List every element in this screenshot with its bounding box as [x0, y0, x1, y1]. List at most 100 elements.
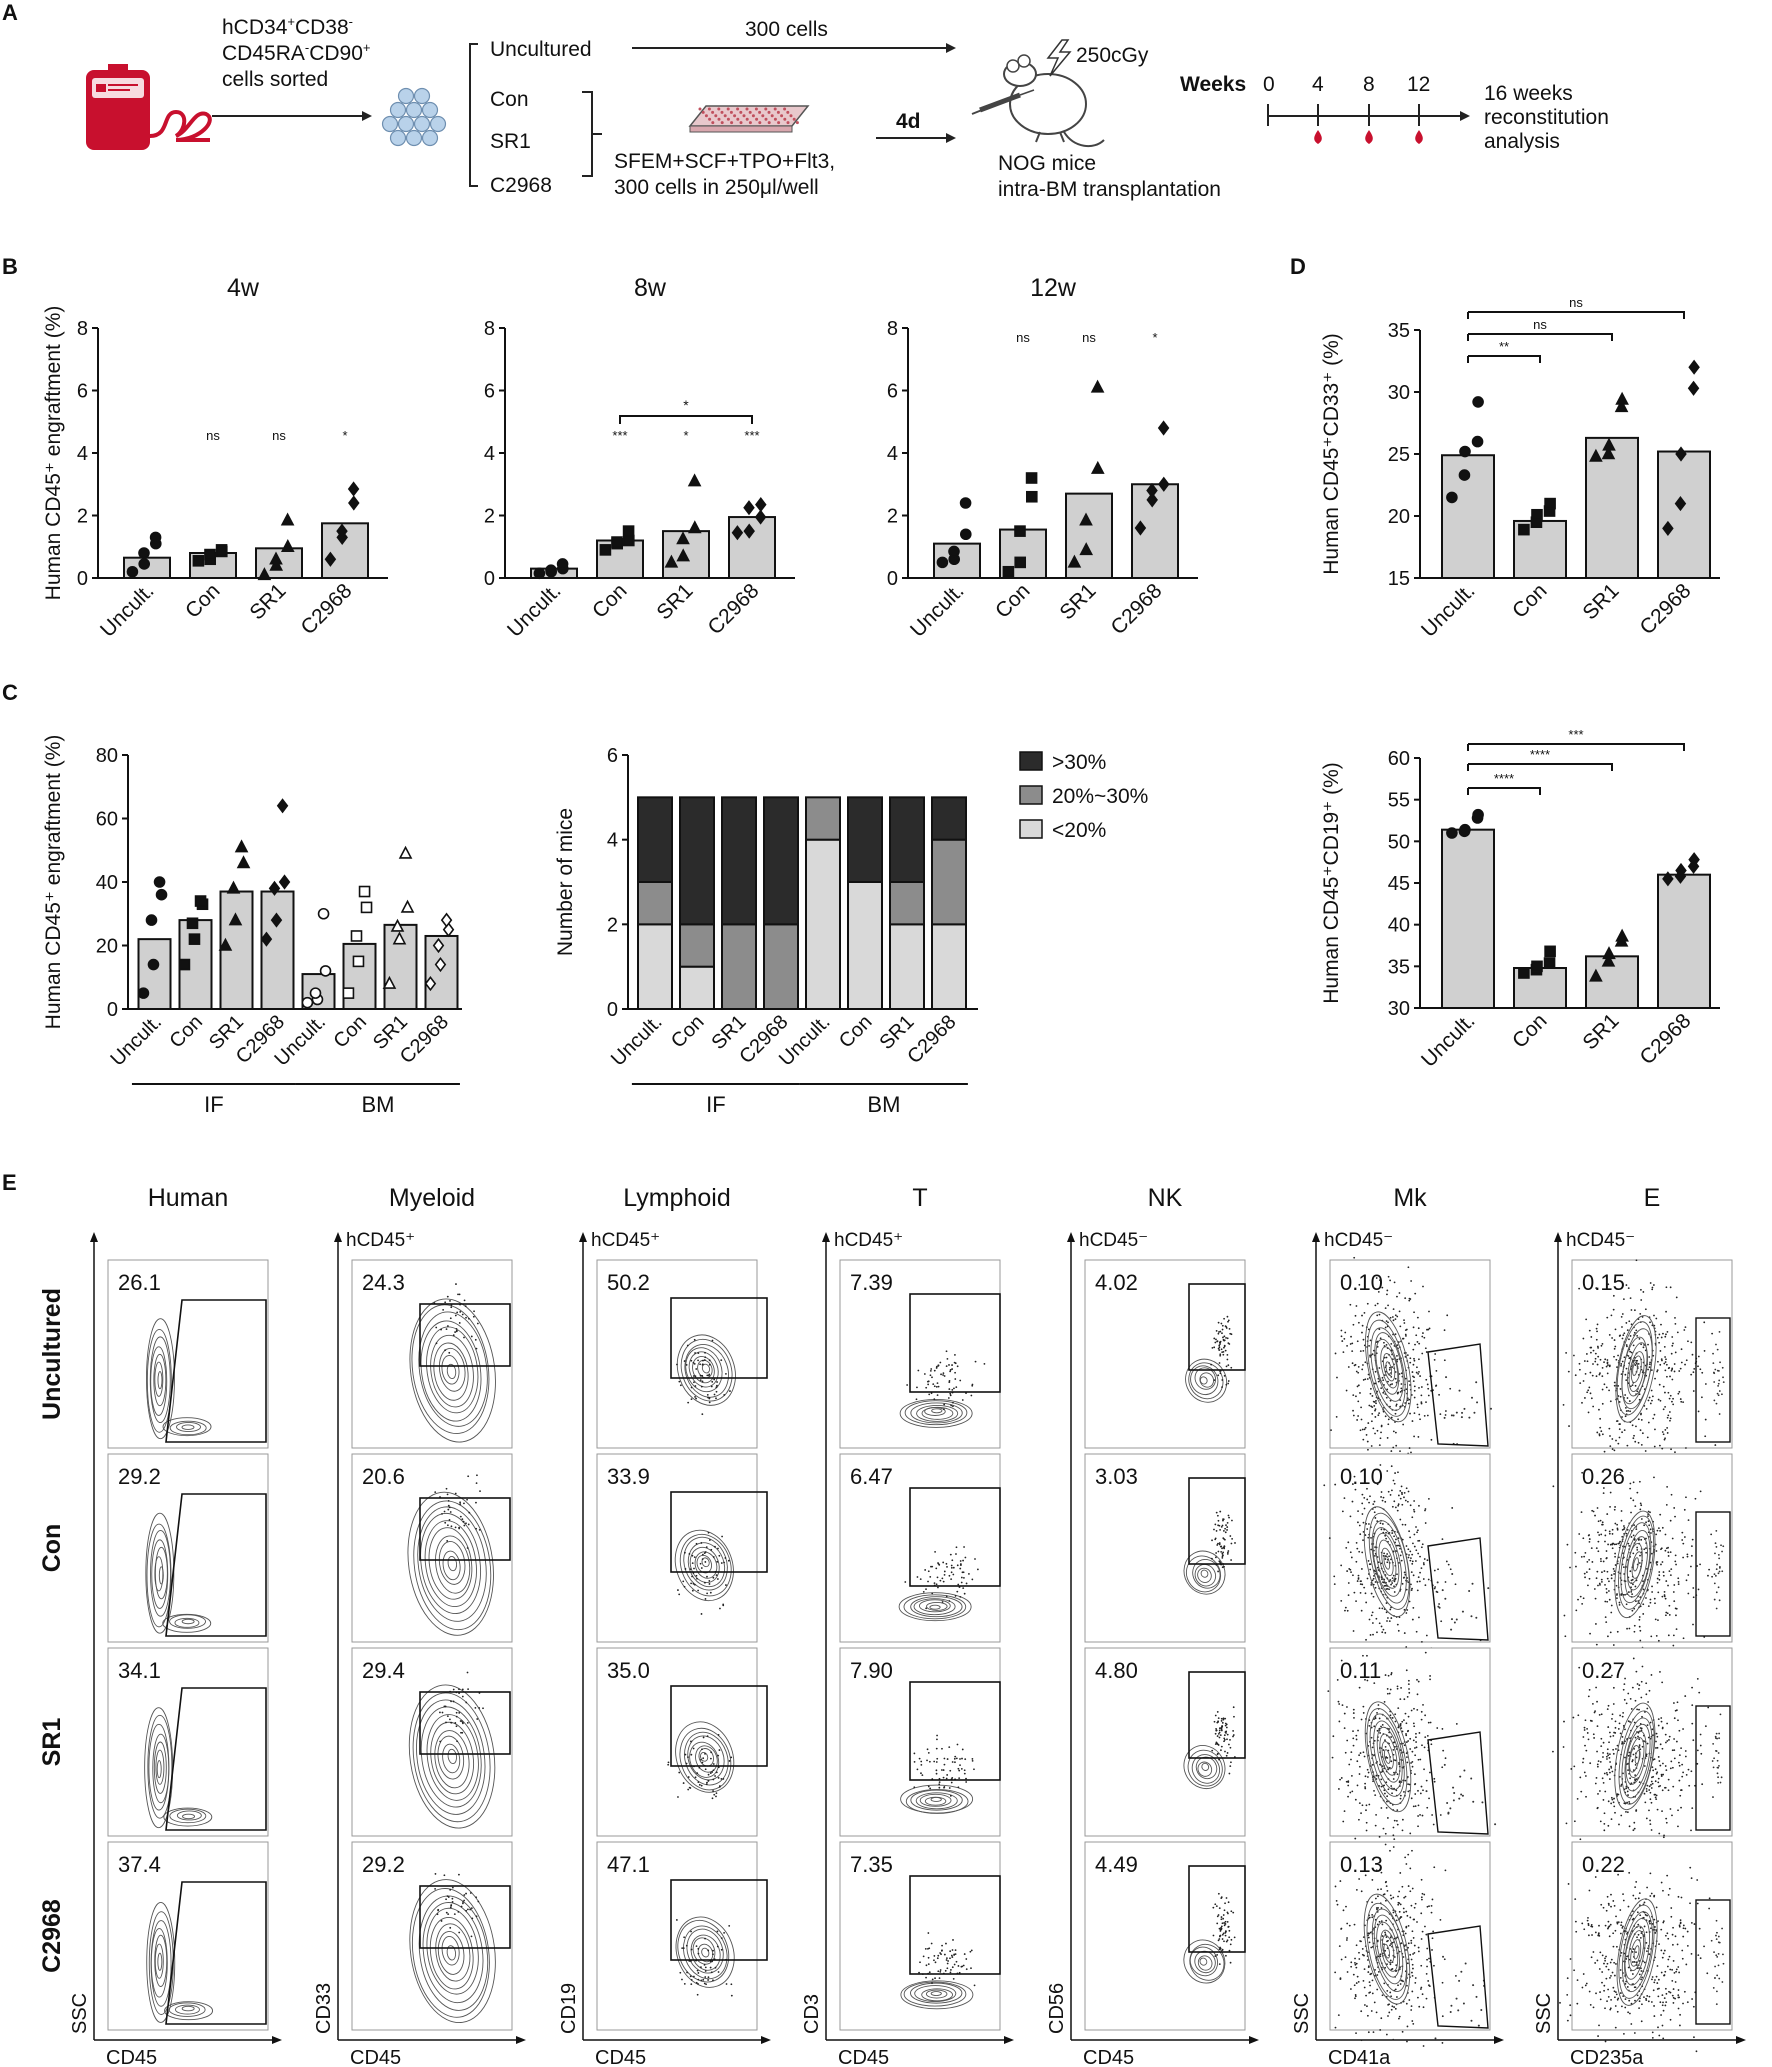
- event-dot: [959, 1595, 962, 1598]
- contour-line: [915, 1792, 958, 1810]
- event-dot: [459, 1515, 462, 1518]
- event-dot: [1663, 1594, 1666, 1596]
- contour-line: [442, 1743, 461, 1774]
- event-dot: [1639, 1502, 1642, 1505]
- event-dot: [1584, 1719, 1587, 1722]
- event-dot: [943, 1953, 946, 1956]
- event-dot: [1621, 1535, 1624, 1538]
- event-dot: [1634, 1999, 1636, 2002]
- event-dot: [1608, 1532, 1611, 1535]
- event-dot: [1646, 1995, 1649, 1997]
- event-dot: [475, 1915, 478, 1918]
- event-dot: [1461, 1411, 1464, 1414]
- event-dot: [1633, 1331, 1636, 1334]
- event-dot: [1391, 1366, 1394, 1368]
- event-dot: [1394, 1713, 1397, 1716]
- event-dot: [1374, 1432, 1376, 1435]
- event-dot: [1408, 1691, 1411, 1694]
- axis-arrow: [1249, 2036, 1259, 2044]
- event-dot: [1420, 1710, 1423, 1713]
- event-dot: [1470, 1396, 1473, 1399]
- event-dot: [1404, 1402, 1407, 1404]
- event-dot: [930, 1942, 933, 1945]
- event-dot: [1351, 1350, 1354, 1353]
- event-dot: [1441, 1728, 1444, 1730]
- event-dot: [700, 1966, 702, 1969]
- event-dot: [1613, 1508, 1616, 1511]
- event-dot: [1667, 1546, 1669, 1549]
- event-dot: [1409, 1412, 1411, 1415]
- event-dot: [1405, 1863, 1408, 1865]
- event-dot: [1687, 1519, 1690, 1522]
- event-dot: [1583, 1555, 1586, 1558]
- event-dot: [1408, 1999, 1411, 2001]
- event-dot: [1672, 1988, 1675, 1990]
- event-dot: [1375, 1778, 1378, 1780]
- category-label: Con: [991, 579, 1035, 623]
- event-dot: [1581, 1401, 1583, 1404]
- event-dot: [1654, 1768, 1657, 1771]
- event-dot: [1664, 1429, 1667, 1431]
- event-dot: [1592, 1363, 1594, 1365]
- event-dot: [479, 1490, 481, 1493]
- event-dot: [706, 1374, 709, 1377]
- event-dot: [1384, 1933, 1387, 1936]
- gate-rect: [909, 1487, 1001, 1587]
- event-dot: [1624, 1677, 1626, 1680]
- event-dot: [1405, 1335, 1407, 1337]
- event-dot: [1583, 1726, 1586, 1729]
- plot-frame: [839, 1647, 1001, 1837]
- event-dot: [1697, 1410, 1700, 1413]
- event-dot: [1371, 1979, 1374, 1982]
- event-dot: [444, 1705, 447, 1708]
- event-dot: [1403, 1632, 1406, 1634]
- event-dot: [1382, 1496, 1385, 1499]
- event-dot: [1394, 1318, 1397, 1321]
- event-dot: [1417, 1436, 1420, 1438]
- event-dot: [681, 1978, 683, 1981]
- event-dot: [1221, 1379, 1224, 1381]
- event-dot: [1625, 1344, 1628, 1346]
- event-dot: [1613, 1797, 1615, 1800]
- event-dot: [931, 1592, 934, 1595]
- plate-well: [723, 114, 727, 118]
- event-dot: [963, 1953, 966, 1955]
- event-dot: [1653, 1413, 1656, 1416]
- event-dot: [706, 1393, 709, 1396]
- data-point: [1688, 852, 1700, 868]
- event-dot: [1226, 1911, 1229, 1914]
- event-dot: [1592, 1951, 1595, 1953]
- event-dot: [1404, 1712, 1407, 1715]
- event-dot: [1411, 1930, 1414, 1933]
- event-dot: [1647, 1515, 1649, 1518]
- event-dot: [1667, 1778, 1670, 1781]
- event-dot: [710, 1385, 713, 1388]
- event-dot: [1223, 1924, 1226, 1927]
- event-dot: [1640, 1419, 1643, 1421]
- event-dot: [1374, 1408, 1377, 1411]
- event-dot: [1213, 1346, 1216, 1349]
- event-dot: [1390, 1450, 1393, 1452]
- event-dot: [1216, 1711, 1219, 1713]
- event-dot: [1223, 1565, 1225, 1568]
- event-dot: [1645, 1997, 1647, 2000]
- event-dot: [1604, 1616, 1607, 1619]
- stacked-bar-segment: [637, 881, 673, 926]
- event-dot: [1345, 1905, 1347, 1908]
- event-dot: [1614, 1929, 1617, 1932]
- category-label: Uncult.: [1417, 1009, 1479, 1071]
- event-dot: [1585, 1318, 1588, 1321]
- event-dot: [694, 1375, 697, 1378]
- event-dot: [1412, 1918, 1415, 1921]
- event-dot: [1666, 1331, 1669, 1333]
- event-dot: [1343, 1712, 1346, 1715]
- event-dot: [1602, 1487, 1605, 1489]
- event-dot: [1229, 1943, 1232, 1946]
- event-dot: [449, 1906, 452, 1909]
- event-dot: [1355, 1966, 1358, 1969]
- event-dot: [1439, 1413, 1442, 1415]
- bracket-label: ****: [1494, 771, 1514, 786]
- event-dot: [1657, 1978, 1660, 1981]
- event-dot: [1671, 1537, 1674, 1540]
- y-tick-label: 0: [484, 568, 495, 590]
